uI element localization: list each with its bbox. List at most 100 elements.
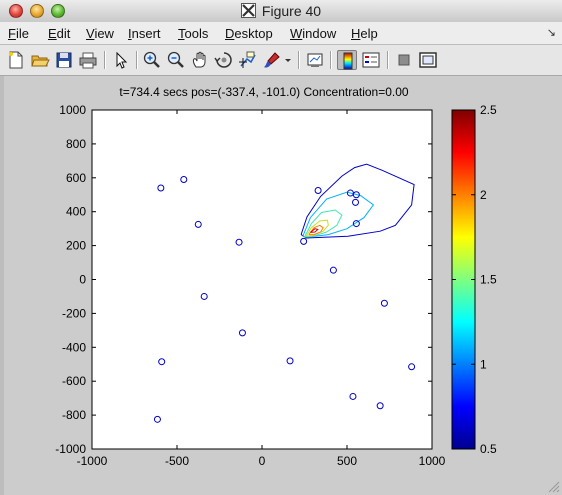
minimize-window-button[interactable] bbox=[30, 4, 44, 18]
menu-file[interactable]: File bbox=[8, 26, 29, 41]
window-titlebar: Figure 40 bbox=[0, 0, 562, 23]
menu-file-rest: ile bbox=[15, 26, 29, 41]
contour-lines bbox=[300, 163, 415, 239]
data-point-8 bbox=[286, 357, 294, 365]
toolbar-separator bbox=[298, 51, 300, 69]
dock-arrow-icon[interactable]: ↘ bbox=[546, 27, 556, 39]
y-tick-label: 1000 bbox=[59, 103, 86, 117]
data-point-14 bbox=[300, 237, 308, 245]
colorbar-tick-label: 1.5 bbox=[480, 273, 497, 287]
pan-hand-icon[interactable] bbox=[190, 50, 210, 70]
menu-insert[interactable]: Insert bbox=[128, 26, 161, 41]
show-plot-tools-icon[interactable] bbox=[418, 50, 438, 70]
figure-toolbar bbox=[0, 45, 562, 76]
data-cursor-icon[interactable] bbox=[238, 50, 258, 70]
window-title-text: Figure 40 bbox=[261, 3, 322, 19]
save-icon[interactable] bbox=[54, 50, 74, 70]
colorbar-tick-label: 0.5 bbox=[480, 442, 497, 456]
chart-title: t=734.4 secs pos=(-337.4, -101.0) Concen… bbox=[119, 85, 409, 99]
menu-tools[interactable]: Tools bbox=[178, 26, 208, 41]
data-point-4 bbox=[200, 292, 208, 300]
menu-tools-mnemonic: T bbox=[178, 26, 185, 41]
data-point-18 bbox=[349, 392, 357, 400]
x-tick-label: -1000 bbox=[77, 454, 108, 468]
data-point-2 bbox=[194, 220, 202, 228]
contour-level-1 bbox=[302, 191, 375, 238]
menu-window-mnemonic: W bbox=[290, 26, 303, 41]
link-plot-icon[interactable] bbox=[305, 50, 325, 70]
toolbar-separator bbox=[104, 51, 106, 69]
zoom-window-button[interactable] bbox=[51, 4, 65, 18]
contour-level-2 bbox=[304, 209, 343, 238]
toolbar-separator bbox=[387, 51, 389, 69]
y-tick-label: 800 bbox=[66, 137, 86, 151]
menu-edit[interactable]: Edit bbox=[48, 26, 70, 41]
menu-file-mnemonic: F bbox=[8, 26, 16, 41]
colorbar-tick-label: 2 bbox=[480, 188, 487, 202]
zoom-in-icon[interactable] bbox=[142, 50, 162, 70]
contour-level-5 bbox=[310, 228, 319, 233]
new-file-icon[interactable] bbox=[6, 50, 26, 70]
menu-window-rest: indow bbox=[302, 26, 337, 41]
menu-desktop[interactable]: Desktop bbox=[225, 26, 273, 41]
sensor-markers bbox=[153, 175, 416, 423]
menu-view-rest: iew bbox=[94, 26, 114, 41]
brush-dropdown-icon[interactable] bbox=[283, 50, 293, 70]
data-point-17 bbox=[408, 363, 416, 371]
toolbar-separator bbox=[330, 51, 332, 69]
x-axis: -1000 -500 0 500 1000 bbox=[77, 110, 446, 468]
figure-chart[interactable]: t=734.4 secs pos=(-337.4, -101.0) Concen… bbox=[0, 76, 562, 495]
data-point-0 bbox=[180, 175, 188, 183]
menu-desktop-rest: esktop bbox=[234, 26, 273, 41]
y-tick-label: -600 bbox=[62, 374, 86, 388]
zoom-out-icon[interactable] bbox=[166, 50, 186, 70]
data-point-1 bbox=[157, 184, 165, 192]
close-window-button[interactable] bbox=[9, 4, 23, 18]
x11-logo-icon bbox=[240, 3, 256, 18]
y-tick-label: -1000 bbox=[55, 442, 86, 456]
data-point-16 bbox=[380, 299, 388, 307]
colorbar-icon[interactable] bbox=[337, 50, 357, 70]
menu-help-rest: elp bbox=[360, 26, 378, 41]
toolbar-separator bbox=[136, 51, 138, 69]
window-title: Figure 40 bbox=[0, 3, 562, 19]
menu-help-mnemonic: H bbox=[351, 26, 361, 41]
contour-level-0 bbox=[300, 163, 415, 239]
menu-insert-rest: nsert bbox=[131, 26, 161, 41]
y-tick-label: 200 bbox=[66, 239, 86, 253]
menu-help[interactable]: Help bbox=[351, 26, 378, 41]
open-folder-icon[interactable] bbox=[30, 50, 50, 70]
plot-frame bbox=[91, 109, 433, 450]
x-tick-label: 1000 bbox=[419, 454, 446, 468]
plot-area[interactable] bbox=[92, 110, 432, 449]
print-icon[interactable] bbox=[78, 50, 98, 70]
menu-edit-mnemonic: E bbox=[48, 26, 57, 41]
y-tick-label: -400 bbox=[62, 340, 86, 354]
menu-view[interactable]: View bbox=[86, 26, 114, 41]
data-point-5 bbox=[238, 329, 246, 337]
data-point-11 bbox=[352, 191, 360, 199]
menu-window[interactable]: Window bbox=[290, 26, 336, 41]
y-axis: 1000 800 600 400 200 0 -200 -400 -600 -800 -1000 bbox=[55, 103, 432, 456]
menu-bar: File Edit View Insert Tools Desktop Wind… bbox=[0, 22, 562, 45]
x-tick-label: -500 bbox=[165, 454, 189, 468]
menu-tools-rest: ools bbox=[184, 26, 209, 41]
menu-edit-rest: dit bbox=[56, 26, 71, 41]
colorbar[interactable]: 2.5 2 1.5 1 0.5 bbox=[451, 103, 497, 456]
y-tick-label: 600 bbox=[66, 171, 86, 185]
window-left-edge bbox=[0, 76, 4, 495]
colorbar-tick-label: 2.5 bbox=[480, 103, 497, 117]
data-point-7 bbox=[153, 415, 161, 423]
y-tick-label: -800 bbox=[62, 408, 86, 422]
resize-grip-icon[interactable] bbox=[546, 479, 560, 493]
data-point-3 bbox=[235, 238, 243, 246]
rotate-3d-icon[interactable] bbox=[214, 50, 234, 70]
contour-level-4 bbox=[308, 224, 324, 236]
brush-icon[interactable] bbox=[262, 50, 282, 70]
hide-plot-tools-icon[interactable] bbox=[394, 50, 414, 70]
arrow-select-icon[interactable] bbox=[111, 50, 131, 70]
menu-view-mnemonic: V bbox=[86, 26, 95, 41]
legend-icon[interactable] bbox=[361, 50, 381, 70]
data-point-15 bbox=[329, 266, 337, 274]
y-tick-label: 0 bbox=[79, 273, 86, 287]
